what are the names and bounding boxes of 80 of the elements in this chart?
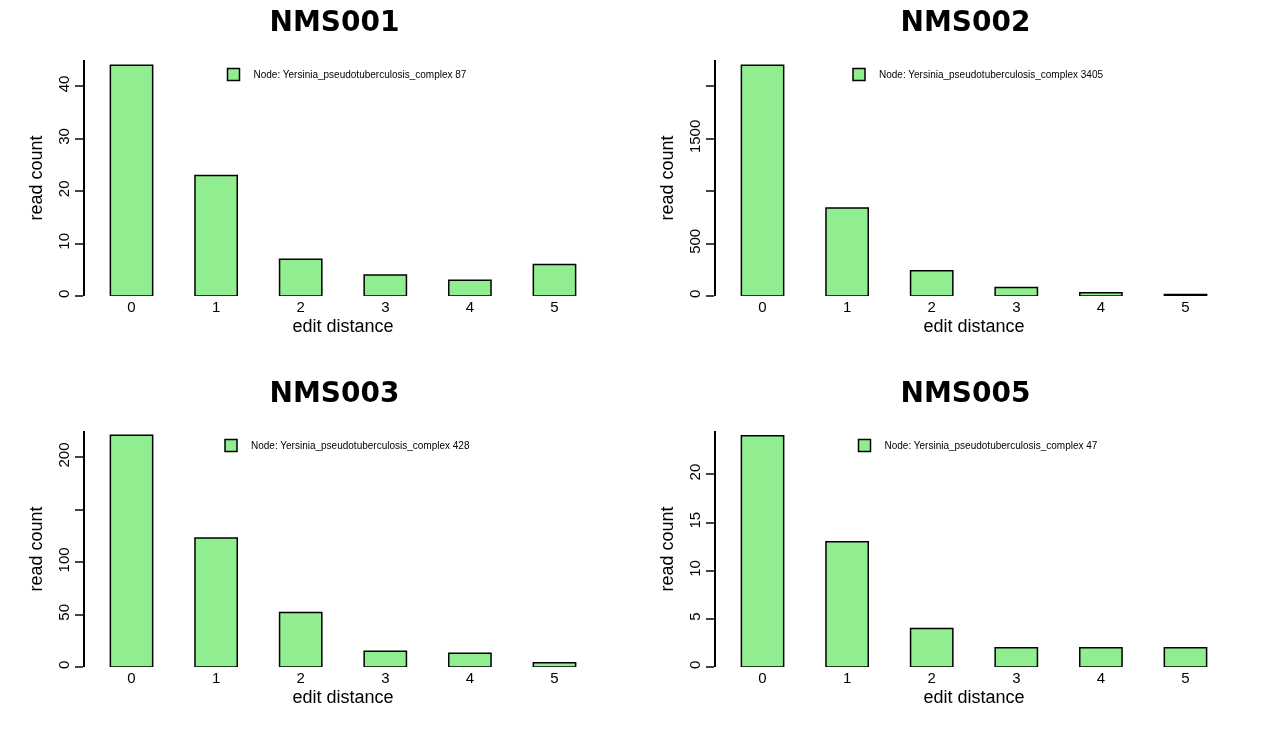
bar [278,611,323,667]
y-tick-label: 500 [686,228,704,254]
x-tick-label: 4 [465,298,475,315]
bar [1163,646,1208,667]
y-tick-label: 10 [686,560,704,577]
x-tick-label: 2 [296,298,305,315]
bar [1078,646,1123,667]
y-tick-label: 1500 [686,119,704,154]
y-tick-label: 0 [55,289,73,298]
y-axis-title: read count [656,506,677,592]
bar [447,279,492,296]
y-tick-label: 30 [55,128,73,145]
y-tick-label: 100 [55,547,73,573]
y-tick-label: 20 [686,463,704,481]
x-tick-label: 5 [1181,298,1190,315]
x-tick-label: 4 [465,669,475,686]
x-tick-label: 1 [211,298,221,315]
bar [909,627,954,667]
y-tick-label: 20 [55,180,73,198]
chart-title: NMS002 [900,4,1031,38]
bar [194,174,239,296]
x-tick-label: 0 [758,298,767,315]
y-axis-title: read count [25,135,46,221]
bar [994,646,1039,667]
y-axis-title: read count [25,506,46,592]
x-tick-label: 2 [296,669,305,686]
bar [740,435,785,667]
y-tick-label: 40 [55,75,73,93]
x-tick-label: 3 [381,669,390,686]
x-tick-label: 5 [550,298,559,315]
legend-label: Node: Yersinia_pseudotuberculosis_complex 47 [884,440,1098,452]
bar [109,434,154,667]
bar [278,258,323,296]
y-tick-label: 0 [686,289,704,298]
x-tick-label: 1 [842,669,852,686]
x-tick-label: 0 [758,669,767,686]
x-tick-label: 0 [127,669,136,686]
bar [825,541,870,667]
chart-title: NMS003 [269,375,400,409]
x-tick-label: 0 [127,298,136,315]
x-axis-title: edit distance [292,316,394,337]
y-tick-label: 200 [55,442,73,468]
bar [532,662,577,667]
bar [1078,292,1123,296]
y-tick-label: 10 [55,232,73,250]
bar [740,64,785,296]
y-tick-label: 5 [686,612,704,621]
x-tick-label: 3 [1012,298,1021,315]
x-tick-label: 3 [1012,669,1021,686]
y-tick-label: 0 [686,660,704,669]
y-tick-label: 50 [55,603,73,621]
x-tick-label: 5 [550,669,559,686]
y-axis-title: read count [656,135,677,221]
bar [447,652,492,667]
legend-label: Node: Yersinia_pseudotuberculosis_complex 87 [253,69,467,81]
bar [909,270,954,296]
legend-label: Node: Yersinia_pseudotuberculosis_complex 3405 [879,69,1104,81]
y-tick-label: 15 [686,511,704,529]
y-tick-label: 0 [55,660,73,669]
x-tick-label: 4 [1096,669,1106,686]
x-tick-label: 5 [1181,669,1190,686]
x-tick-label: 1 [842,298,852,315]
x-axis-title: edit distance [923,316,1025,337]
chart-title: NMS001 [269,4,400,38]
bar [825,207,870,296]
bar [194,537,239,667]
bar [994,286,1039,296]
legend-label: Node: Yersinia_pseudotuberculosis_complex 428 [251,440,470,452]
x-tick-label: 2 [927,669,936,686]
bar [532,263,577,296]
x-axis-title: edit distance [292,687,394,708]
x-axis-title: edit distance [923,687,1025,708]
bar [109,64,154,296]
x-tick-label: 3 [381,298,390,315]
x-tick-label: 2 [927,298,936,315]
bar [363,274,408,296]
x-tick-label: 1 [211,669,221,686]
bar [363,650,408,667]
chart-title: NMS005 [900,375,1031,409]
x-tick-label: 4 [1096,298,1106,315]
